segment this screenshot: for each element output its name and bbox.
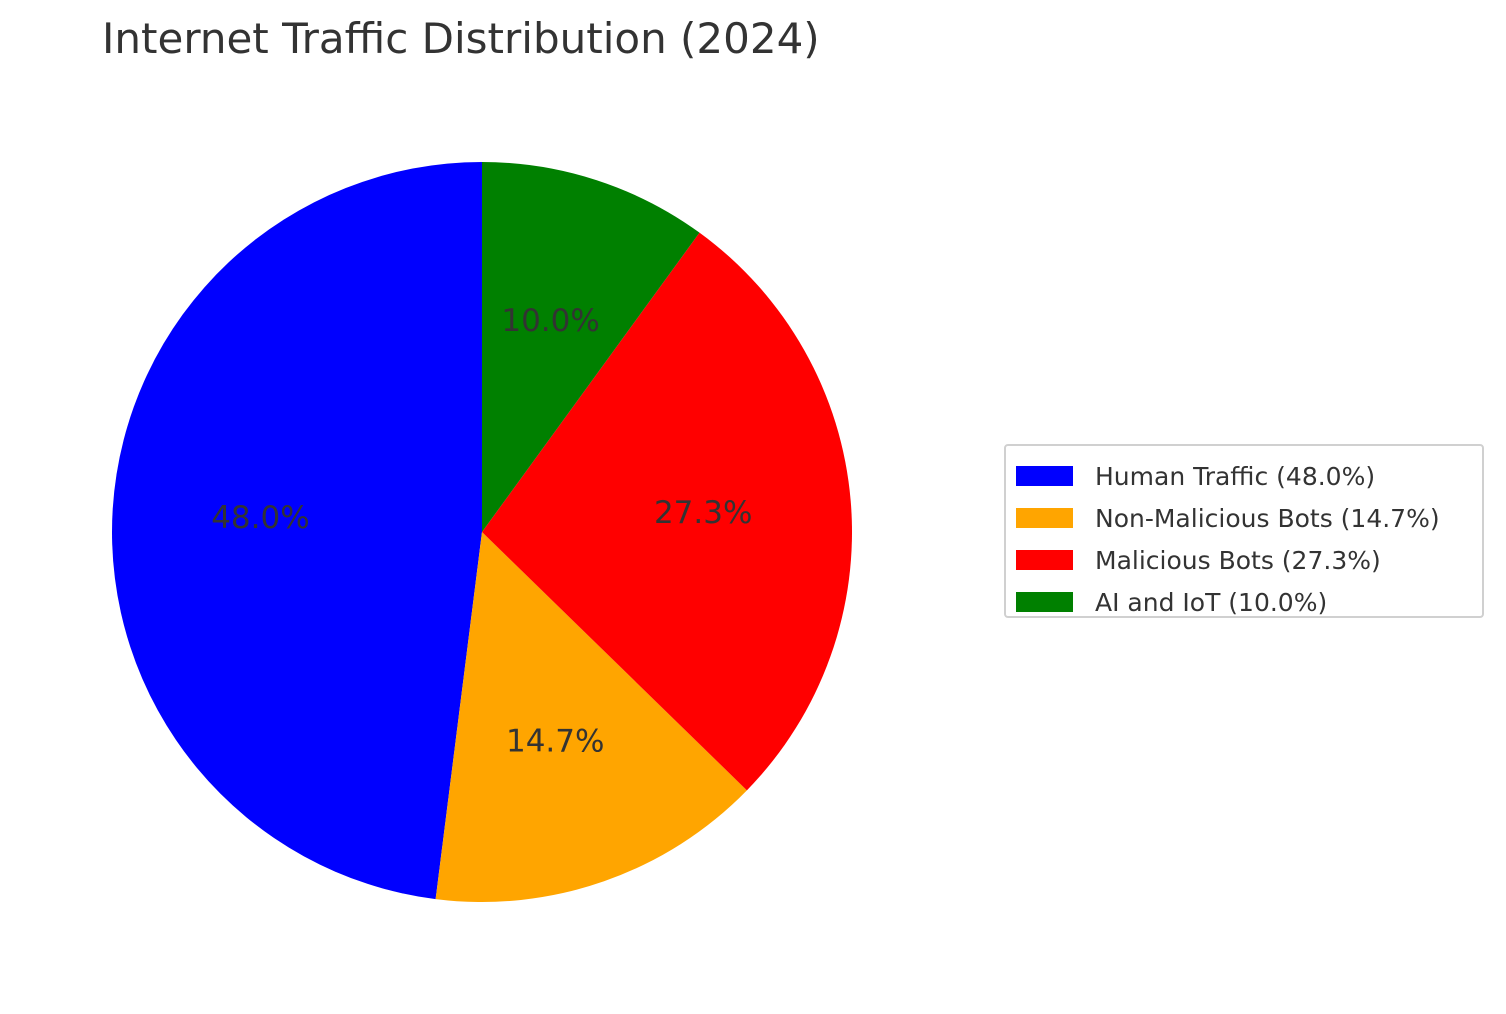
legend: Human Traffic (48.0%) Non-Malicious Bots… [1004,444,1484,618]
pie-slice-human-traffic [111,162,482,900]
pie-slice-ai-and-iot [482,162,700,532]
pie-label-malicious-bots: 27.3% [654,495,752,531]
legend-label: AI and IoT (10.0%) [1095,587,1328,617]
pie-label-ai-and-iot: 10.0% [501,303,599,339]
legend-label: Non-Malicious Bots (14.7%) [1095,503,1440,533]
legend-label: Malicious Bots (27.3%) [1095,545,1381,575]
pie-slices [111,162,852,903]
legend-swatch [1016,508,1073,528]
legend-swatch [1016,550,1073,570]
legend-item-ai-and-iot: AI and IoT (10.0%) [1016,581,1482,623]
legend-swatch [1016,466,1073,486]
pie-slice-non-malicious-bots [435,532,747,903]
legend-item-non-malicious-bots: Non-Malicious Bots (14.7%) [1016,497,1482,539]
chart-title: Internet Traffic Distribution (2024) [102,14,820,63]
legend-item-human-traffic: Human Traffic (48.0%) [1016,455,1482,497]
pie-label-human-traffic: 48.0% [211,500,309,536]
legend-item-malicious-bots: Malicious Bots (27.3%) [1016,539,1482,581]
pie-labels: 48.0% 14.7% 27.3% 10.0% [211,303,752,760]
legend-label: Human Traffic (48.0%) [1095,461,1376,491]
pie-slice-malicious-bots [482,232,852,791]
legend-swatch [1016,592,1073,612]
pie-label-non-malicious-bots: 14.7% [506,724,604,760]
